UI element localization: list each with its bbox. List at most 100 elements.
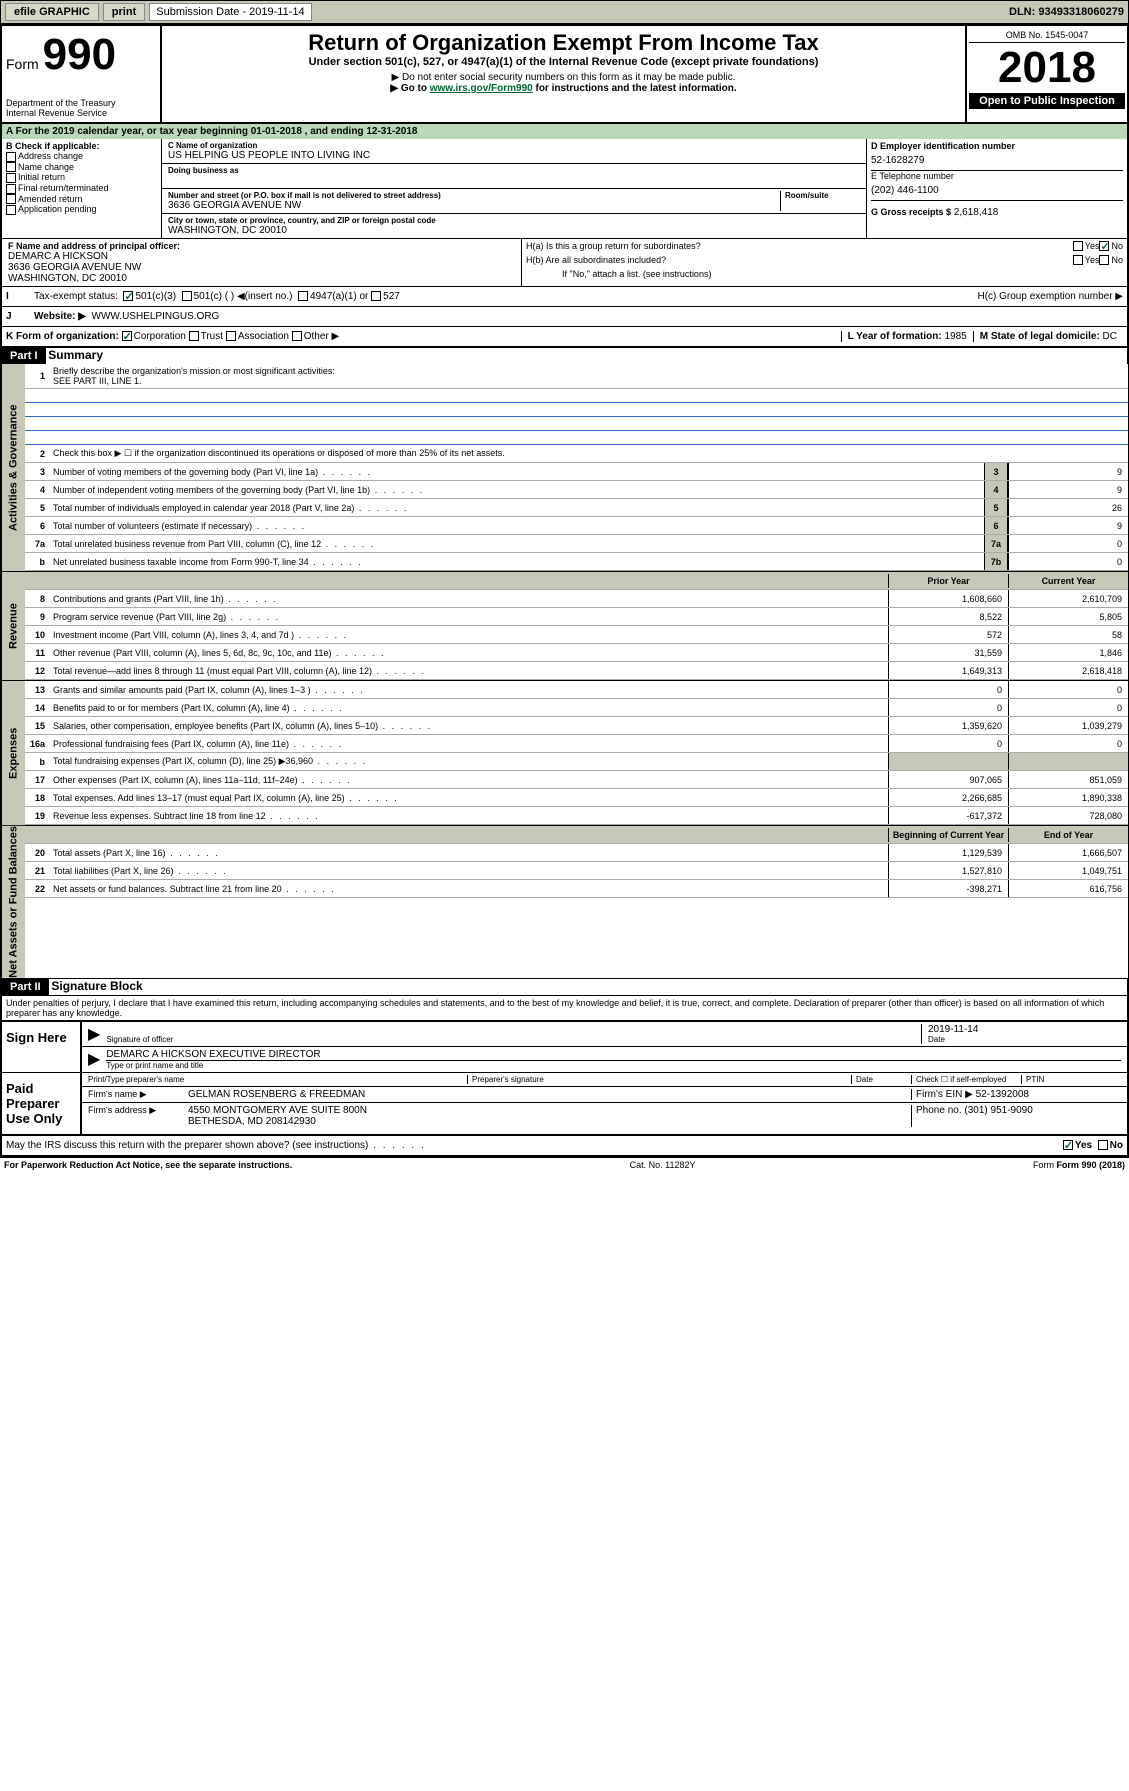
line-num: 14 <box>25 703 49 713</box>
line-text: Benefits paid to or for members (Part IX… <box>49 701 888 715</box>
line1-label: Briefly describe the organization's miss… <box>53 366 335 376</box>
line-num: 12 <box>25 666 49 676</box>
paperwork-notice: For Paperwork Reduction Act Notice, see … <box>4 1160 292 1170</box>
prior-value: 1,608,660 <box>888 590 1008 607</box>
firm-phone: (301) 951-9090 <box>964 1105 1032 1116</box>
opt-other: Other ▶ <box>304 331 339 342</box>
line-ref: 3 <box>984 463 1008 480</box>
hb-yes-checkbox[interactable] <box>1073 255 1083 265</box>
efile-graphic-button[interactable]: efile GRAPHIC <box>5 3 99 21</box>
ptin-label: PTIN <box>1021 1075 1121 1084</box>
opt-trust: Trust <box>201 331 223 342</box>
sign-here-label: Sign Here <box>2 1022 82 1072</box>
omb-label: OMB No. 1545-0047 <box>969 28 1125 43</box>
prior-value: 0 <box>888 681 1008 698</box>
dba-label: Doing business as <box>168 166 860 175</box>
527-checkbox[interactable] <box>371 291 381 301</box>
box-b-item: Name change <box>18 162 74 172</box>
firm-addr-label: Firm's address ▶ <box>88 1105 188 1127</box>
website-value: WWW.USHELPINGUS.ORG <box>92 311 220 322</box>
org-city: WASHINGTON, DC 20010 <box>168 225 860 236</box>
hb-note: If "No," attach a list. (see instruction… <box>522 267 1127 281</box>
line1-value: SEE PART III, LINE 1. <box>53 376 142 386</box>
current-value: 1,049,751 <box>1008 862 1128 879</box>
irs-link[interactable]: www.irs.gov/Form990 <box>430 83 533 94</box>
checkbox-app-pending[interactable] <box>6 205 16 215</box>
prior-value: 1,359,620 <box>888 717 1008 734</box>
prep-date-label: Date <box>851 1075 911 1084</box>
prior-value: 0 <box>888 735 1008 752</box>
k-corp-checkbox[interactable] <box>122 331 132 341</box>
checkbox-amended[interactable] <box>6 194 16 204</box>
line-text: Salaries, other compensation, employee b… <box>49 719 888 733</box>
box-c: C Name of organizationUS HELPING US PEOP… <box>162 139 867 238</box>
room-label: Room/suite <box>780 191 860 211</box>
ha-yes-checkbox[interactable] <box>1073 241 1083 251</box>
4947-checkbox[interactable] <box>298 291 308 301</box>
officer-addr1: 3636 GEORGIA AVENUE NW <box>8 262 515 273</box>
line2-text: Check this box ▶ ☐ if the organization d… <box>49 446 1128 461</box>
hb-no-checkbox[interactable] <box>1099 255 1109 265</box>
firm-addr: 4550 MONTGOMERY AVE SUITE 800N <box>188 1105 911 1116</box>
officer-name: DEMARC A HICKSON <box>8 251 515 262</box>
line-ref: 7b <box>984 553 1008 570</box>
print-button[interactable]: print <box>103 3 145 21</box>
prior-value: 2,266,685 <box>888 789 1008 806</box>
line-value: 9 <box>1008 517 1128 534</box>
line-text: Total number of individuals employed in … <box>49 501 984 515</box>
ssn-note: ▶ Do not enter social security numbers o… <box>166 72 961 83</box>
hb-label: H(b) Are all subordinates included? <box>526 255 1073 265</box>
box-d: D Employer identification number52-16282… <box>867 139 1127 238</box>
k-assoc-checkbox[interactable] <box>226 331 236 341</box>
section-j: J Website: ▶ WWW.USHELPINGUS.ORG <box>0 307 1129 327</box>
top-toolbar: efile GRAPHIC print Submission Date - 20… <box>0 0 1129 24</box>
section-a-year: A For the 2019 calendar year, or tax yea… <box>0 124 1129 139</box>
current-value: 0 <box>1008 735 1128 752</box>
form-subtitle: Under section 501(c), 527, or 4947(a)(1)… <box>166 56 961 68</box>
prior-value: 8,522 <box>888 608 1008 625</box>
prior-value: 907,065 <box>888 771 1008 788</box>
line-value: 9 <box>1008 463 1128 480</box>
line-value: 0 <box>1008 553 1128 570</box>
tel-label: E Telephone number <box>871 171 1123 181</box>
section-i: I Tax-exempt status: 501(c)(3) 501(c) ( … <box>0 287 1129 307</box>
line-text: Program service revenue (Part VIII, line… <box>49 610 888 624</box>
box-f-label: F Name and address of principal officer: <box>8 241 515 251</box>
sig-date: 2019-11-14 <box>928 1024 1121 1035</box>
501c-checkbox[interactable] <box>182 291 192 301</box>
line-text: Total fundraising expenses (Part IX, col… <box>49 754 888 769</box>
line-value: 0 <box>1008 535 1128 552</box>
form-title: Return of Organization Exempt From Incom… <box>166 30 961 56</box>
ha-label: H(a) Is this a group return for subordin… <box>526 241 1073 251</box>
opt-501c3: 501(c)(3) <box>135 291 176 302</box>
arrow-icon: ▶ <box>88 1024 100 1044</box>
discuss-yes-checkbox[interactable] <box>1063 1140 1073 1150</box>
line-num: b <box>25 557 49 567</box>
checkbox-initial-return[interactable] <box>6 173 16 183</box>
line-text: Number of voting members of the governin… <box>49 465 984 479</box>
line-text: Total liabilities (Part X, line 26) <box>49 864 888 878</box>
line-num: 18 <box>25 793 49 803</box>
ha-no-checkbox[interactable] <box>1099 241 1109 251</box>
current-value: 1,666,507 <box>1008 844 1128 861</box>
checkbox-final-return[interactable] <box>6 184 16 194</box>
line-text: Total unrelated business revenue from Pa… <box>49 537 984 551</box>
checkbox-name-change[interactable] <box>6 162 16 172</box>
k-other-checkbox[interactable] <box>292 331 302 341</box>
k-trust-checkbox[interactable] <box>189 331 199 341</box>
checkbox-address-change[interactable] <box>6 152 16 162</box>
prior-value: -398,271 <box>888 880 1008 897</box>
signature-block: Sign Here ▶ Signature of officer2019-11-… <box>0 1022 1129 1157</box>
no-label: No <box>1111 241 1123 251</box>
domicile-label: M State of legal domicile: <box>980 331 1100 342</box>
firm-city: BETHESDA, MD 208142930 <box>188 1116 911 1127</box>
gross-value: 2,618,418 <box>954 207 999 218</box>
discuss-no-checkbox[interactable] <box>1098 1140 1108 1150</box>
501c3-checkbox[interactable] <box>123 291 133 301</box>
form-number: 990 <box>43 30 116 80</box>
submission-date-label: Submission Date - 2019-11-14 <box>149 3 311 21</box>
line-num: 4 <box>25 485 49 495</box>
side-governance: Activities & Governance <box>1 364 25 571</box>
line-text: Net assets or fund balances. Subtract li… <box>49 882 888 896</box>
line-text: Total number of volunteers (estimate if … <box>49 519 984 533</box>
